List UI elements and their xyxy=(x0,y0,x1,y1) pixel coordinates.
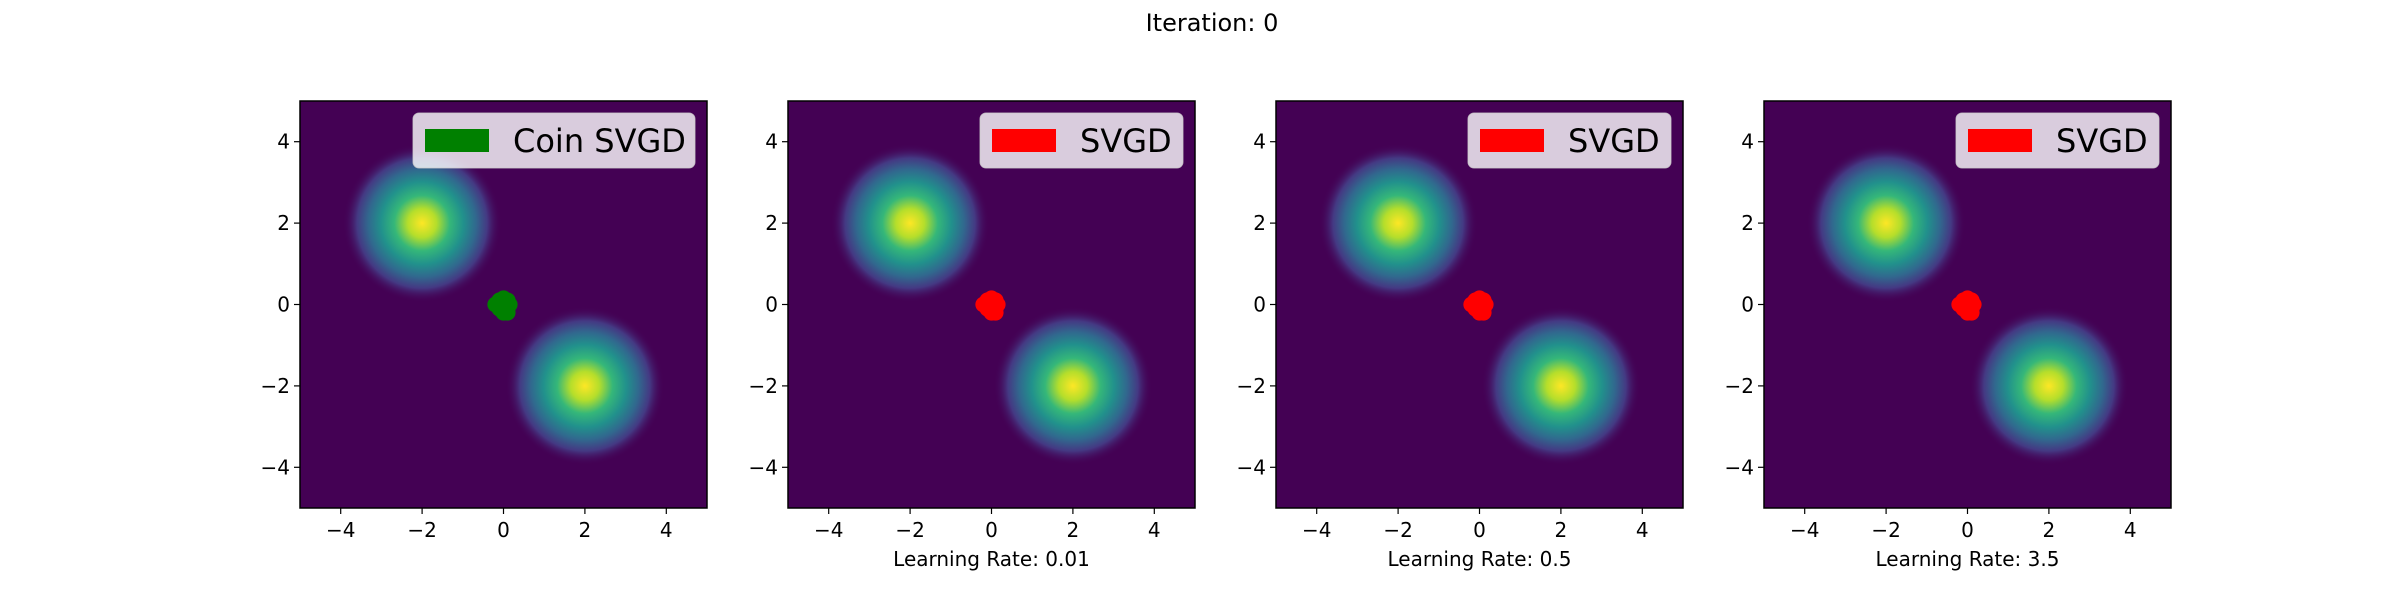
x-tick-label: 4 xyxy=(2124,518,2137,542)
particle-point xyxy=(1471,296,1488,313)
density-mode-1 xyxy=(830,143,990,303)
subplot-3: −4 −4 −2 −2 0 0 2 2 4 4 Learning Rate: 0.5 SVGD xyxy=(1237,100,1684,571)
subplot-4: −4 −4 −2 −2 0 0 2 2 4 4 Learning Rate: 3.5 SVGD xyxy=(1725,100,2172,571)
legend-label: Coin SVGD xyxy=(513,122,686,160)
x-tick-label: −4 xyxy=(326,518,355,542)
legend-label: SVGD xyxy=(1568,122,1660,160)
y-tick-label: 4 xyxy=(1741,130,1754,154)
x-tick-label: 2 xyxy=(1067,518,1080,542)
x-tick-label: 0 xyxy=(1473,518,1486,542)
x-axis-label: Learning Rate: 0.5 xyxy=(1388,547,1572,571)
density-mode-2 xyxy=(1969,306,2129,466)
y-tick-label: 0 xyxy=(1741,293,1754,317)
y-tick-label: 0 xyxy=(277,293,290,317)
y-tick-label: 2 xyxy=(1253,211,1266,235)
x-tick-label: 2 xyxy=(1555,518,1568,542)
figure-suptitle: Iteration: 0 xyxy=(1146,9,1279,37)
x-axis-label: Learning Rate: 0.01 xyxy=(893,547,1090,571)
particle-point xyxy=(983,296,1000,313)
legend: SVGD xyxy=(1467,112,1672,169)
y-tick-label: 4 xyxy=(277,130,290,154)
legend-box xyxy=(1467,112,1672,169)
subplot-2: −4 −4 −2 −2 0 0 2 2 4 4 Learning Rate: 0.01 SVGD xyxy=(749,100,1196,571)
density-mode-2 xyxy=(1481,306,1641,466)
x-tick-label: 0 xyxy=(497,518,510,542)
legend-swatch xyxy=(425,129,489,152)
density-mode-1 xyxy=(1806,143,1966,303)
x-tick-label: 2 xyxy=(2043,518,2056,542)
particle-cloud xyxy=(1463,290,1494,321)
x-tick-label: 0 xyxy=(1961,518,1974,542)
y-tick-label: −4 xyxy=(1725,455,1754,479)
subplot-1: −4 −4 −2 −2 0 0 2 2 4 4 Coin SVGD xyxy=(261,100,708,542)
x-tick-label: 0 xyxy=(985,518,998,542)
x-tick-label: 4 xyxy=(1636,518,1649,542)
x-tick-label: −4 xyxy=(1302,518,1331,542)
y-tick-label: 2 xyxy=(765,211,778,235)
legend: Coin SVGD xyxy=(412,112,696,169)
x-tick-label: −2 xyxy=(1383,518,1412,542)
legend: SVGD xyxy=(1955,112,2160,169)
legend-swatch xyxy=(1480,129,1544,152)
particle-point xyxy=(1959,296,1976,313)
x-tick-label: −2 xyxy=(407,518,436,542)
x-tick-label: 4 xyxy=(660,518,673,542)
legend-swatch xyxy=(1968,129,2032,152)
particle-cloud xyxy=(975,290,1006,321)
y-tick-label: 4 xyxy=(765,130,778,154)
x-tick-label: −4 xyxy=(1790,518,1819,542)
legend-box xyxy=(412,112,696,169)
density-mode-2 xyxy=(993,306,1153,466)
x-tick-label: −2 xyxy=(895,518,924,542)
x-axis-label: Learning Rate: 3.5 xyxy=(1876,547,2060,571)
x-tick-label: −4 xyxy=(814,518,843,542)
y-tick-label: −2 xyxy=(749,374,778,398)
legend-box xyxy=(1955,112,2160,169)
y-tick-label: 4 xyxy=(1253,130,1266,154)
y-tick-label: −4 xyxy=(261,455,290,479)
density-mode-1 xyxy=(1318,143,1478,303)
y-tick-label: −4 xyxy=(749,455,778,479)
y-tick-label: 0 xyxy=(1253,293,1266,317)
y-tick-label: −2 xyxy=(1237,374,1266,398)
y-tick-label: 2 xyxy=(1741,211,1754,235)
y-tick-label: 0 xyxy=(765,293,778,317)
legend-swatch xyxy=(992,129,1056,152)
subplot-grid: −4 −4 −2 −2 0 0 2 2 4 4 Coin SVGD −4 −4 −2 −2 0 0 2 2 4 4 Lea… xyxy=(261,100,2172,571)
particle-cloud xyxy=(1951,290,1982,321)
density-mode-1 xyxy=(342,143,502,303)
y-tick-label: −4 xyxy=(1237,455,1266,479)
y-tick-label: −2 xyxy=(261,374,290,398)
particle-point xyxy=(495,296,512,313)
y-tick-label: −2 xyxy=(1725,374,1754,398)
y-tick-label: 2 xyxy=(277,211,290,235)
legend-label: SVGD xyxy=(2056,122,2148,160)
legend-box xyxy=(979,112,1184,169)
x-tick-label: −2 xyxy=(1871,518,1900,542)
legend: SVGD xyxy=(979,112,1184,169)
x-tick-label: 2 xyxy=(579,518,592,542)
legend-label: SVGD xyxy=(1080,122,1172,160)
density-mode-2 xyxy=(505,306,665,466)
x-tick-label: 4 xyxy=(1148,518,1161,542)
particle-cloud xyxy=(487,290,518,321)
